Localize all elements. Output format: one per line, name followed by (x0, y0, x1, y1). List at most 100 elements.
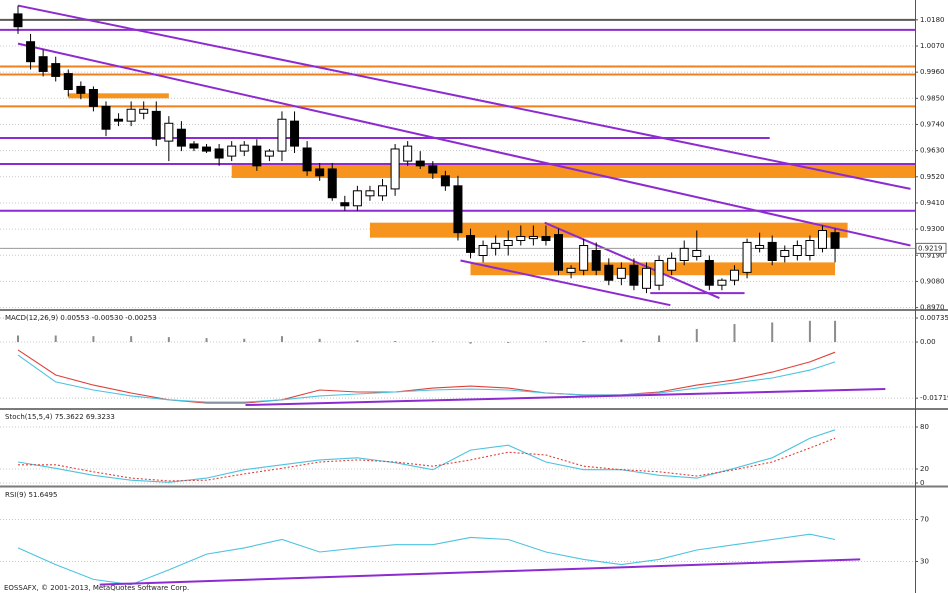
candle-body (591, 250, 601, 271)
histogram-bar (54, 335, 57, 343)
candle-body (252, 145, 262, 167)
trendline (99, 558, 861, 586)
candle-body (541, 235, 551, 242)
candle-body (729, 269, 739, 281)
candle-body (516, 235, 526, 242)
candle-body (88, 89, 98, 107)
histogram-bar (733, 324, 736, 343)
panel-title: RSI(9) 51.6495 (5, 491, 57, 499)
histogram-bar (469, 342, 472, 344)
candle-body (126, 108, 136, 122)
trendline (17, 42, 911, 247)
candle-body (755, 245, 765, 249)
candle-body (227, 145, 237, 157)
candle-body (667, 257, 677, 271)
candle-body (817, 230, 827, 249)
candle-body (13, 13, 23, 28)
zone (68, 93, 169, 99)
histogram-bar (356, 340, 359, 343)
panel-plot (17, 533, 861, 586)
zone (231, 163, 915, 178)
candle-body (365, 190, 375, 197)
y-tick-label: 0.9080 (920, 277, 945, 285)
candle-body (101, 105, 111, 130)
y-tick-label: 0.00735 (920, 314, 948, 322)
trendline (460, 259, 671, 307)
y-tick-label: 1.0180 (920, 16, 945, 24)
y-tick-label: 0.9960 (920, 68, 945, 76)
candle-body (704, 259, 714, 286)
candle-body (315, 168, 325, 177)
candle-body (277, 118, 287, 152)
histogram-bar (280, 336, 283, 343)
candle-body (717, 279, 727, 286)
candle-body (440, 175, 450, 187)
y-tick-label: 0.9740 (920, 120, 945, 128)
candle-body (76, 85, 86, 94)
candle-body (327, 168, 337, 199)
indicator-line (18, 437, 836, 482)
candle-body (340, 202, 350, 207)
histogram-bar (92, 336, 95, 343)
candle-body (151, 110, 161, 140)
indicator-line (17, 354, 836, 403)
candle-body (415, 160, 425, 167)
candle-body (679, 247, 689, 261)
candle-body (164, 122, 174, 142)
candle-body (579, 245, 589, 271)
y-tick-label: 80 (920, 423, 929, 431)
y-tick-label: 0.9850 (920, 94, 945, 102)
candle-body (214, 148, 224, 159)
copyright: EOSSAFX, © 2001-2013, MetaQuotes Softwar… (4, 584, 189, 592)
y-tick-label: 1.0070 (920, 42, 945, 50)
panel-plot (17, 320, 886, 407)
candle-body (780, 250, 790, 257)
histogram-bar (205, 338, 208, 343)
candle-body (491, 242, 501, 249)
histogram-bar (318, 338, 321, 343)
histogram-bar (243, 338, 246, 343)
candle-body (604, 264, 614, 281)
candle-body (290, 120, 300, 147)
candle-body (114, 118, 124, 122)
candle-body (792, 245, 802, 256)
y-tick-label: 0.9630 (920, 147, 945, 155)
candle-body (428, 165, 438, 174)
trendline (544, 221, 720, 299)
histogram-bar (394, 341, 397, 343)
candle-body (767, 241, 777, 261)
candle-body (390, 148, 400, 190)
candle-body (830, 232, 840, 249)
histogram-bar (17, 335, 19, 343)
candle-body (139, 108, 149, 114)
histogram-bar (544, 341, 547, 343)
y-tick-label: 0.8970 (920, 304, 945, 312)
candle-body (63, 73, 73, 91)
price-label: 0.9219 (918, 244, 943, 252)
candle-body (239, 144, 249, 152)
y-tick-label: 0 (920, 479, 924, 487)
candle-body (466, 235, 476, 253)
y-tick-label: 0.00 (920, 338, 936, 346)
candle-body (566, 267, 576, 273)
candle-body (352, 190, 362, 207)
candle-body (642, 267, 651, 289)
histogram-bar (431, 341, 434, 343)
panel-plot (17, 429, 836, 483)
candle-body (202, 146, 212, 152)
candle-body (629, 264, 639, 286)
candle-body (554, 234, 564, 271)
histogram-bar (130, 336, 133, 343)
indicator-line (17, 349, 836, 404)
candle-body (403, 145, 413, 162)
y-tick-label: 0.9190 (920, 251, 945, 259)
indicator-line (17, 429, 836, 483)
candle-body (528, 235, 538, 240)
candle-body (742, 241, 752, 273)
histogram-bar (658, 335, 661, 343)
indicator-line (17, 533, 836, 586)
candle-body (453, 185, 463, 234)
histogram-bar (808, 320, 811, 343)
histogram-bar (507, 342, 510, 344)
